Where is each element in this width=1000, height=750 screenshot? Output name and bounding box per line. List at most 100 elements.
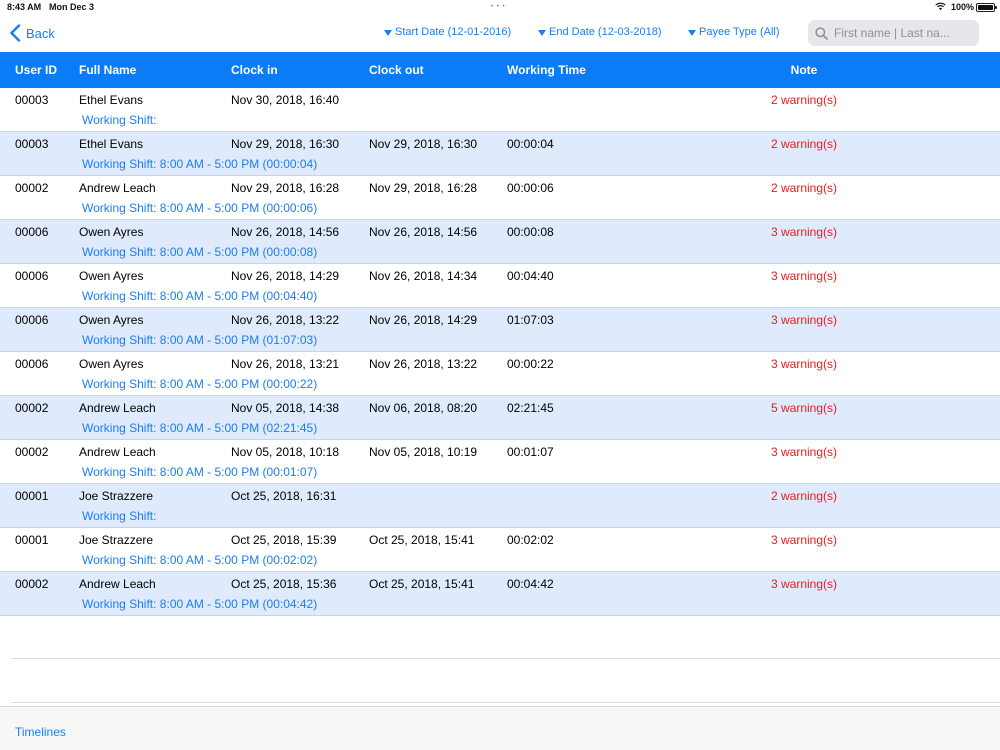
cell-working-shift: Working Shift: 8:00 AM - 5:00 PM (00:04:… bbox=[82, 289, 318, 303]
column-header-full-name: Full Name bbox=[79, 63, 137, 77]
cell-working-time: 00:02:02 bbox=[507, 533, 554, 547]
empty-row-divider bbox=[11, 658, 1000, 659]
search-input[interactable] bbox=[834, 26, 979, 40]
cell-user-id: 00001 bbox=[15, 533, 49, 547]
cell-user-id: 00006 bbox=[15, 225, 49, 239]
cell-clock-in: Nov 05, 2018, 14:38 bbox=[231, 401, 340, 415]
cell-clock-in: Oct 25, 2018, 15:39 bbox=[231, 533, 337, 547]
status-bar: 8:43 AM Mon Dec 3 • • • 100% bbox=[0, 0, 1000, 16]
cell-working-time: 00:04:42 bbox=[507, 577, 554, 591]
cell-full-name: Owen Ayres bbox=[79, 269, 144, 283]
wifi-icon bbox=[935, 2, 946, 11]
cell-clock-in: Nov 26, 2018, 14:56 bbox=[231, 225, 340, 239]
multitasking-dots-icon: • • • bbox=[491, 4, 506, 10]
table-row[interactable]: 00002 Andrew Leach Nov 05, 2018, 14:38 N… bbox=[0, 396, 1000, 440]
table-row[interactable]: 00006 Owen Ayres Nov 26, 2018, 13:22 Nov… bbox=[0, 308, 1000, 352]
cell-clock-in: Oct 25, 2018, 16:31 bbox=[231, 489, 337, 503]
table-row[interactable]: 00002 Andrew Leach Oct 25, 2018, 15:36 O… bbox=[0, 572, 1000, 616]
cell-user-id: 00006 bbox=[15, 269, 49, 283]
status-date: Mon Dec 3 bbox=[49, 2, 95, 12]
back-button[interactable]: Back bbox=[9, 22, 55, 44]
cell-clock-out: Nov 29, 2018, 16:28 bbox=[369, 181, 478, 195]
cell-working-shift: Working Shift: 8:00 AM - 5:00 PM (00:00:… bbox=[82, 157, 318, 171]
cell-note: 3 warning(s) bbox=[770, 533, 838, 547]
cell-note: 2 warning(s) bbox=[770, 93, 838, 107]
column-header-user-id: User ID bbox=[15, 63, 58, 77]
search-icon bbox=[815, 26, 828, 40]
start-date-filter[interactable]: Start Date (12-01-2016) bbox=[384, 26, 511, 38]
table-row[interactable]: 00002 Andrew Leach Nov 29, 2018, 16:28 N… bbox=[0, 176, 1000, 220]
cell-clock-in: Oct 25, 2018, 15:36 bbox=[231, 577, 337, 591]
start-date-label: Start Date (12-01-2016) bbox=[395, 26, 512, 38]
cell-clock-in: Nov 30, 2018, 16:40 bbox=[231, 93, 340, 107]
cell-note: 3 warning(s) bbox=[770, 225, 838, 239]
cell-user-id: 00006 bbox=[15, 357, 49, 371]
cell-full-name: Andrew Leach bbox=[79, 577, 156, 591]
cell-note: 3 warning(s) bbox=[770, 577, 838, 591]
cell-user-id: 00003 bbox=[15, 137, 49, 151]
cell-working-shift: Working Shift: 8:00 AM - 5:00 PM (02:21:… bbox=[82, 421, 318, 435]
cell-working-shift: Working Shift: bbox=[82, 509, 157, 523]
table-row[interactable]: 00003 Ethel Evans Nov 29, 2018, 16:30 No… bbox=[0, 132, 1000, 176]
caret-down-icon bbox=[538, 29, 546, 36]
cell-working-shift: Working Shift: 8:00 AM - 5:00 PM (00:00:… bbox=[82, 245, 318, 259]
table-row[interactable]: 00002 Andrew Leach Nov 05, 2018, 10:18 N… bbox=[0, 440, 1000, 484]
empty-row-divider bbox=[11, 702, 1000, 703]
cell-full-name: Andrew Leach bbox=[79, 181, 156, 195]
end-date-label: End Date (12-03-2018) bbox=[549, 26, 662, 38]
cell-note: 3 warning(s) bbox=[770, 357, 838, 371]
search-box[interactable] bbox=[808, 20, 979, 46]
cell-clock-in: Nov 29, 2018, 16:30 bbox=[231, 137, 340, 151]
cell-clock-out: Oct 25, 2018, 15:41 bbox=[369, 577, 475, 591]
table-row[interactable]: 00006 Owen Ayres Nov 26, 2018, 14:56 Nov… bbox=[0, 220, 1000, 264]
cell-note: 2 warning(s) bbox=[770, 489, 838, 503]
table-row[interactable]: 00001 Joe Strazzere Oct 25, 2018, 16:31 … bbox=[0, 484, 1000, 528]
cell-working-time: 00:01:07 bbox=[507, 445, 554, 459]
payee-type-label: Payee Type (All) bbox=[699, 26, 780, 38]
cell-full-name: Ethel Evans bbox=[79, 93, 144, 107]
cell-working-shift: Working Shift: 8:00 AM - 5:00 PM (00:00:… bbox=[82, 377, 318, 391]
cell-working-shift: Working Shift: 8:00 AM - 5:00 PM (01:07:… bbox=[82, 333, 318, 347]
column-header-working-time: Working Time bbox=[507, 63, 586, 77]
cell-note: 5 warning(s) bbox=[770, 401, 838, 415]
table-row[interactable]: 00006 Owen Ayres Nov 26, 2018, 13:21 Nov… bbox=[0, 352, 1000, 396]
cell-clock-in: Nov 26, 2018, 13:22 bbox=[231, 313, 340, 327]
cell-full-name: Ethel Evans bbox=[79, 137, 144, 151]
end-date-filter[interactable]: End Date (12-03-2018) bbox=[538, 26, 662, 38]
table-header: User ID Full Name Clock in Clock out Wor… bbox=[0, 52, 1000, 88]
battery-percent: 100% bbox=[951, 2, 975, 12]
cell-working-time: 00:00:04 bbox=[507, 137, 554, 151]
nav-bar: Back Start Date (12-01-2016) End Date (1… bbox=[0, 16, 1000, 52]
cell-clock-out: Nov 26, 2018, 14:34 bbox=[369, 269, 478, 283]
cell-clock-out: Oct 25, 2018, 15:41 bbox=[369, 533, 475, 547]
cell-user-id: 00001 bbox=[15, 489, 49, 503]
cell-working-time: 00:00:22 bbox=[507, 357, 554, 371]
cell-working-time: 00:00:08 bbox=[507, 225, 554, 239]
cell-clock-in: Nov 05, 2018, 10:18 bbox=[231, 445, 340, 459]
cell-working-time: 02:21:45 bbox=[507, 401, 554, 415]
status-time: 8:43 AM bbox=[7, 2, 42, 12]
payee-type-filter[interactable]: Payee Type (All) bbox=[688, 26, 780, 38]
cell-note: 3 warning(s) bbox=[770, 445, 838, 459]
caret-down-icon bbox=[688, 29, 696, 36]
cell-working-shift: Working Shift: 8:00 AM - 5:00 PM (00:00:… bbox=[82, 201, 318, 215]
table-body: 00003 Ethel Evans Nov 30, 2018, 16:40 2 … bbox=[0, 88, 1000, 616]
cell-full-name: Andrew Leach bbox=[79, 401, 156, 415]
cell-clock-out: Nov 06, 2018, 08:20 bbox=[369, 401, 478, 415]
column-header-note: Note bbox=[790, 63, 818, 77]
cell-full-name: Andrew Leach bbox=[79, 445, 156, 459]
table-row[interactable]: 00001 Joe Strazzere Oct 25, 2018, 15:39 … bbox=[0, 528, 1000, 572]
table-row[interactable]: 00006 Owen Ayres Nov 26, 2018, 14:29 Nov… bbox=[0, 264, 1000, 308]
cell-full-name: Joe Strazzere bbox=[79, 533, 154, 547]
footer-toolbar: Timelines bbox=[0, 706, 1000, 750]
back-label: Back bbox=[26, 25, 55, 41]
cell-full-name: Owen Ayres bbox=[79, 313, 144, 327]
battery-icon bbox=[976, 3, 997, 12]
cell-working-shift: Working Shift: bbox=[82, 113, 157, 127]
timelines-button[interactable]: Timelines bbox=[15, 725, 66, 739]
table-row[interactable]: 00003 Ethel Evans Nov 30, 2018, 16:40 2 … bbox=[0, 88, 1000, 132]
cell-clock-out: Nov 26, 2018, 14:29 bbox=[369, 313, 478, 327]
cell-user-id: 00003 bbox=[15, 93, 49, 107]
cell-clock-out: Nov 29, 2018, 16:30 bbox=[369, 137, 478, 151]
cell-working-time: 00:00:06 bbox=[507, 181, 554, 195]
